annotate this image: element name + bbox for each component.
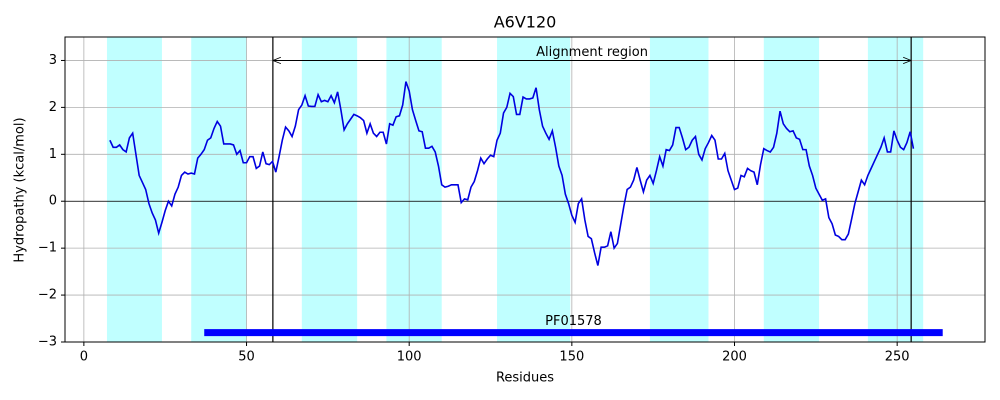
y-axis-label: Hydropathy (kcal/mol) [13, 117, 28, 262]
alignment-label: Alignment region [536, 45, 648, 60]
region-band [191, 37, 247, 342]
y-tick-label: −3 [38, 335, 57, 350]
x-tick-label: 150 [559, 350, 584, 365]
domain-label: PF01578 [545, 314, 602, 329]
region-band [763, 37, 820, 342]
hydropathy-line [109, 81, 915, 266]
y-tick-label: −2 [38, 288, 57, 303]
x-axis-label: Residues [496, 371, 554, 386]
region-band [106, 37, 162, 342]
y-tick-label: 3 [49, 53, 57, 68]
x-tick-label: 100 [397, 350, 422, 365]
x-tick-label: 200 [722, 350, 747, 365]
x-tick-label: 0 [80, 350, 88, 365]
region-band [867, 37, 924, 342]
chart-title: A6V120 [494, 13, 557, 32]
x-tick-label: 50 [238, 350, 255, 365]
y-tick-label: −1 [38, 241, 57, 256]
plot-frame [64, 36, 986, 343]
region-band [301, 37, 358, 342]
x-tick-label: 250 [885, 350, 910, 365]
y-tick-label: 1 [49, 147, 57, 162]
region-band [649, 37, 709, 342]
region-band [386, 37, 442, 342]
y-tick-label: 2 [49, 100, 57, 115]
domain-bar [204, 329, 943, 337]
region-band [497, 37, 571, 342]
y-tick-label: 0 [49, 194, 57, 209]
